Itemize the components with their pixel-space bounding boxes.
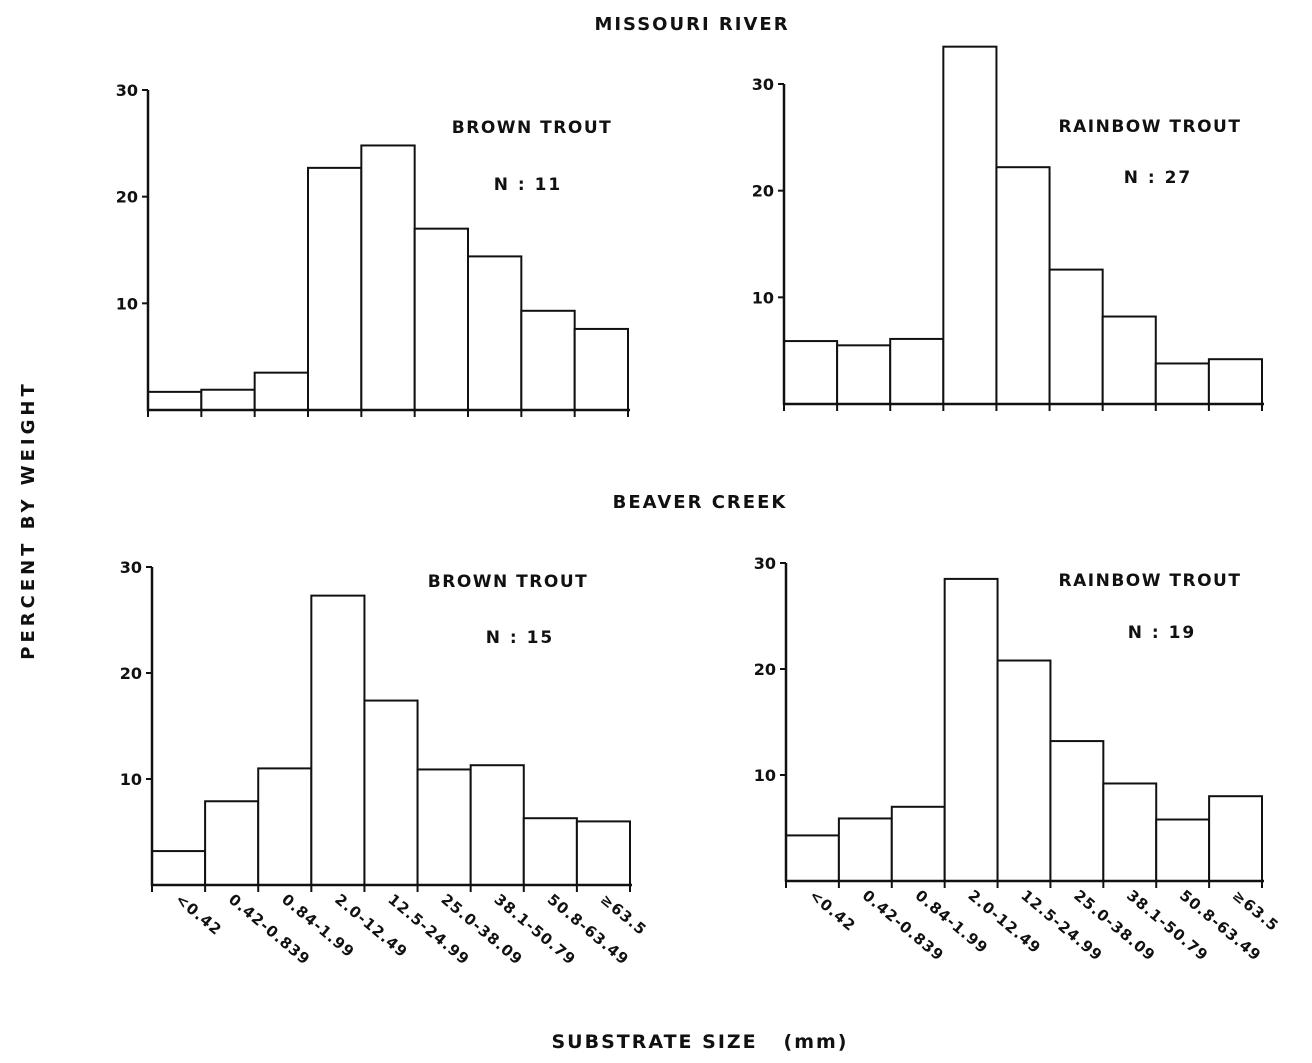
bar bbox=[308, 168, 361, 410]
y-tick-label: 20 bbox=[752, 182, 774, 201]
x-tick-label: <0.42 bbox=[806, 886, 859, 935]
bar bbox=[205, 801, 258, 885]
y-tick-label: 20 bbox=[116, 188, 138, 207]
y-tick-label: 20 bbox=[754, 660, 776, 679]
bar bbox=[1209, 359, 1262, 404]
bar bbox=[839, 818, 892, 881]
bar bbox=[1156, 363, 1209, 404]
bar bbox=[1050, 741, 1103, 881]
bar bbox=[255, 373, 308, 410]
chart-title: BROWN TROUT bbox=[428, 572, 588, 592]
bar bbox=[890, 339, 943, 404]
bar bbox=[837, 345, 890, 404]
chart-panel-1: 10 20 30 BROWN TROUT N : 11 bbox=[116, 81, 630, 417]
section-title-missouri-river: MISSOURI RIVER bbox=[594, 14, 789, 35]
bar bbox=[361, 145, 414, 410]
bar bbox=[524, 818, 577, 885]
y-tick-label: 30 bbox=[120, 558, 142, 577]
bar bbox=[1209, 796, 1262, 881]
chart-panel-2: 10 20 30 RAINBOW TROUT N : 27 bbox=[752, 47, 1264, 411]
bar bbox=[311, 596, 364, 885]
bar bbox=[943, 47, 996, 404]
y-tick-label: 30 bbox=[754, 554, 776, 573]
y-tick-label: 10 bbox=[120, 770, 142, 789]
bar bbox=[998, 661, 1051, 881]
y-tick-label: 10 bbox=[116, 294, 138, 313]
bar bbox=[468, 256, 521, 410]
y-tick-label: 20 bbox=[120, 664, 142, 683]
y-tick-label: 10 bbox=[754, 766, 776, 785]
chart-title: RAINBOW TROUT bbox=[1059, 117, 1242, 137]
bar bbox=[521, 311, 574, 410]
bar bbox=[1103, 783, 1156, 881]
bar bbox=[471, 765, 524, 885]
sample-size-label: N : 15 bbox=[486, 628, 555, 648]
bar bbox=[1103, 317, 1156, 404]
bar bbox=[364, 701, 417, 885]
chart-title: BROWN TROUT bbox=[452, 118, 612, 138]
chart-title: RAINBOW TROUT bbox=[1059, 571, 1242, 591]
bar bbox=[892, 807, 945, 881]
bar bbox=[148, 392, 201, 410]
y-tick-label: 30 bbox=[752, 75, 774, 94]
bar bbox=[786, 835, 839, 881]
section-title-beaver-creek: BEAVER CREEK bbox=[613, 492, 788, 513]
bar bbox=[201, 390, 254, 410]
sample-size-label: N : 11 bbox=[494, 175, 563, 195]
y-axis-label: PERCENT BY WEIGHT bbox=[18, 380, 39, 659]
bar bbox=[577, 821, 630, 885]
bar bbox=[415, 229, 468, 410]
bar bbox=[945, 579, 998, 881]
bar bbox=[784, 341, 837, 404]
bar bbox=[1156, 820, 1209, 881]
bar bbox=[575, 329, 628, 410]
sample-size-label: N : 19 bbox=[1128, 623, 1197, 643]
bar bbox=[152, 851, 205, 885]
x-tick-label: <0.42 bbox=[172, 890, 225, 939]
bar bbox=[258, 768, 311, 885]
bar bbox=[418, 769, 471, 885]
y-tick-label: 10 bbox=[752, 288, 774, 307]
bar bbox=[996, 167, 1049, 404]
x-axis-label: SUBSTRATE SIZE (mm) bbox=[552, 1031, 849, 1053]
y-tick-label: 30 bbox=[116, 81, 138, 100]
sample-size-label: N : 27 bbox=[1124, 168, 1193, 188]
bar bbox=[1050, 270, 1103, 404]
